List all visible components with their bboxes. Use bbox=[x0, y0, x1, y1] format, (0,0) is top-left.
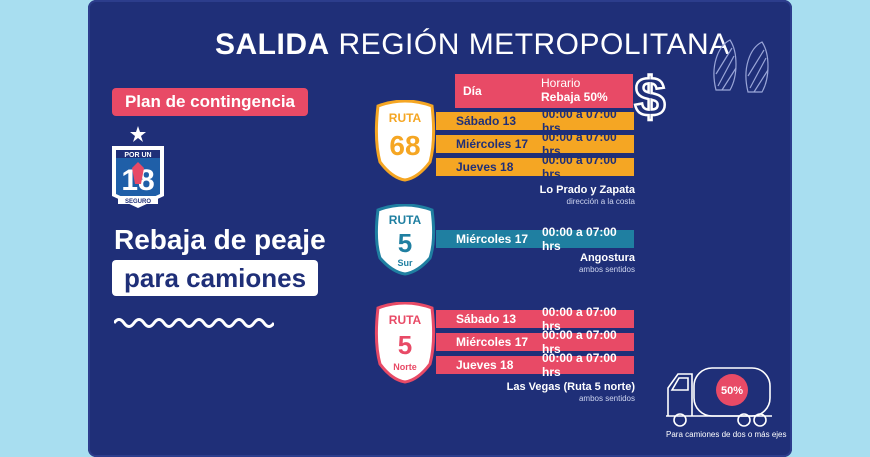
sign-number: 68 bbox=[389, 130, 420, 161]
route-68-row-3: Jueves 18 00:00 a 07:00 hrs bbox=[436, 153, 634, 181]
route-5-sur-place-sub: ambos sentidos bbox=[578, 265, 635, 274]
svg-text:$: $ bbox=[634, 65, 665, 128]
row-day: Jueves 18 bbox=[456, 358, 514, 372]
title-rest: REGIÓN METROPOLITANA bbox=[338, 28, 730, 61]
row-time: 00:00 a 07:00 hrs bbox=[542, 328, 617, 356]
campaign-logo: POR UN 18 SEGURO bbox=[112, 126, 164, 208]
truck-icon: 50% bbox=[666, 367, 772, 427]
sign-suffix: Norte bbox=[393, 362, 417, 372]
sign-suffix: Sur bbox=[397, 258, 413, 268]
row-time: 00:00 a 07:00 hrs bbox=[542, 305, 617, 333]
route-5-norte-row-2: Miércoles 17 00:00 a 07:00 hrs bbox=[436, 328, 634, 356]
row-time: 00:00 a 07:00 hrs bbox=[542, 130, 617, 158]
logo-bottom-text: SEGURO bbox=[125, 199, 151, 205]
truck-note: Para camiones de dos o más ejes bbox=[666, 430, 787, 439]
headline-line2: para camiones bbox=[112, 260, 319, 296]
route-5-norte-place: Las Vegas (Ruta 5 norte) bbox=[506, 381, 635, 393]
fish-icon bbox=[713, 39, 769, 93]
route-68-row-1: Sábado 13 00:00 a 07:00 hrs bbox=[436, 107, 634, 135]
contingency-pill: Plan de contingencia bbox=[112, 88, 308, 116]
route-5-norte-place-sub: ambos sentidos bbox=[578, 394, 635, 403]
row-day: Sábado 13 bbox=[456, 114, 517, 128]
schedule-header: Día Horario Rebaja 50% bbox=[455, 74, 633, 108]
route-5-norte-row-1: Sábado 13 00:00 a 07:00 hrs bbox=[436, 305, 634, 333]
sign-word: RUTA bbox=[389, 111, 422, 125]
row-time: 00:00 a 07:00 hrs bbox=[542, 153, 617, 181]
route-68-place: Lo Prado y Zapata bbox=[539, 184, 635, 196]
title-bold: SALIDA bbox=[215, 28, 330, 61]
logo-top-text: POR UN bbox=[124, 152, 151, 159]
wavy-divider bbox=[114, 318, 274, 328]
row-day: Miércoles 17 bbox=[456, 232, 529, 246]
sign-number: 5 bbox=[398, 330, 412, 360]
poster-panel bbox=[88, 0, 792, 457]
headline-line1: Rebaja de peaje bbox=[114, 224, 326, 255]
route-68-sign: RUTA 68 bbox=[374, 100, 436, 182]
sign-word: RUTA bbox=[389, 313, 422, 327]
row-day: Jueves 18 bbox=[456, 160, 514, 174]
sign-number: 5 bbox=[398, 228, 412, 258]
page-title: SALIDA REGIÓN METROPOLITANA bbox=[215, 28, 730, 62]
star-icon bbox=[130, 126, 146, 142]
row-time: 00:00 a 07:00 hrs bbox=[542, 107, 617, 135]
route-68-place-sub: dirección a la costa bbox=[566, 197, 635, 206]
truck-badge: 50% bbox=[721, 385, 743, 397]
row-time: 00:00 a 07:00 hrs bbox=[542, 351, 617, 379]
dollar-icon: $ bbox=[633, 64, 667, 128]
route-5-sur-place: Angostura bbox=[580, 252, 635, 264]
row-day: Miércoles 17 bbox=[456, 335, 529, 349]
route-5-sur-row-1: Miércoles 17 00:00 a 07:00 hrs bbox=[436, 225, 634, 253]
route-5-norte-row-3: Jueves 18 00:00 a 07:00 hrs bbox=[436, 351, 634, 379]
row-day: Miércoles 17 bbox=[456, 137, 529, 151]
header-day: Día bbox=[463, 84, 482, 98]
route-5-sur-sign: RUTA 5 Sur bbox=[374, 204, 436, 276]
row-day: Sábado 13 bbox=[456, 312, 517, 326]
sign-word: RUTA bbox=[389, 213, 422, 227]
route-68-row-2: Miércoles 17 00:00 a 07:00 hrs bbox=[436, 130, 634, 158]
route-5-norte-sign: RUTA 5 Norte bbox=[374, 302, 436, 384]
header-discount-label: Rebaja 50% bbox=[541, 90, 608, 104]
header-schedule-label: Horario bbox=[541, 76, 581, 90]
header-schedule: Horario Rebaja 50% bbox=[541, 76, 608, 104]
row-time: 00:00 a 07:00 hrs bbox=[542, 225, 617, 253]
